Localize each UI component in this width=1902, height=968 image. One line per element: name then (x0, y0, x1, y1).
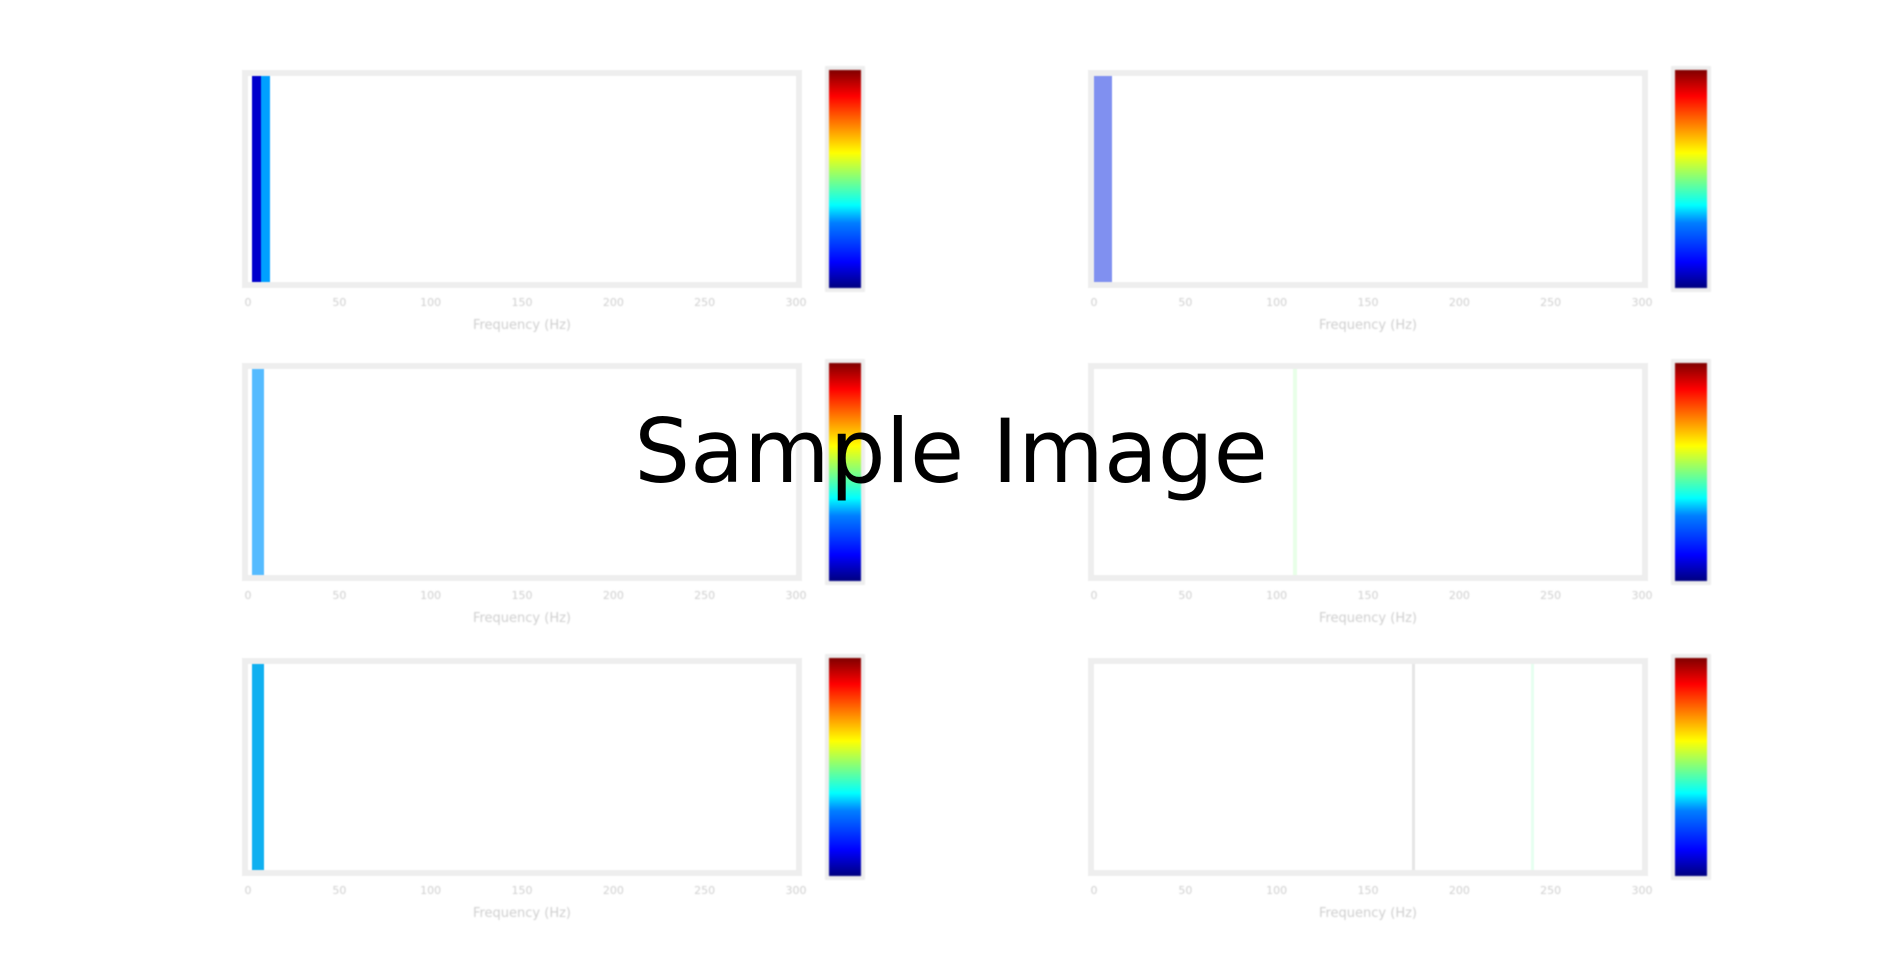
spectral-band (1411, 664, 1416, 870)
x-tick-label: 300 (1631, 296, 1653, 309)
x-axis-label: Frequency (Hz) (472, 906, 572, 921)
colorbar-gradient (1675, 658, 1707, 876)
x-tick-label: 300 (785, 884, 807, 897)
x-tick-labels: 0 50 100 150 200 250 300 (1088, 296, 1653, 318)
colorbar-gradient (829, 658, 861, 876)
spectral-band (251, 76, 261, 282)
spectral-band (1094, 76, 1113, 282)
plot-area (1088, 658, 1648, 876)
x-axis-label: Frequency (Hz) (472, 318, 572, 333)
x-tick-label: 50 (1178, 589, 1193, 602)
x-tick-label: 200 (1448, 884, 1470, 897)
colorbar (825, 654, 865, 880)
x-tick-label: 200 (602, 296, 624, 309)
spectral-band (260, 76, 270, 282)
subplot-3: 0 50 100 150 200 250 300 Frequency (Hz) (242, 359, 865, 626)
subplot-5: 0 50 100 150 200 250 300 Frequency (Hz) (242, 654, 865, 921)
x-tick-label: 300 (785, 296, 807, 309)
colorbar (1671, 66, 1711, 292)
x-tick-label: 0 (244, 884, 252, 897)
x-tick-labels: 0 50 100 150 200 250 300 (242, 884, 807, 906)
x-tick-label: 50 (1178, 884, 1193, 897)
plot-area (1088, 363, 1648, 581)
plot-area (242, 70, 802, 288)
x-axis-label: Frequency (Hz) (1318, 611, 1418, 626)
x-tick-label: 100 (1266, 589, 1288, 602)
x-tick-label: 250 (694, 296, 716, 309)
x-tick-label: 150 (1357, 296, 1379, 309)
x-axis-label: Frequency (Hz) (472, 611, 572, 626)
x-tick-label: 0 (1090, 884, 1098, 897)
watermark-text: Sample Image (634, 400, 1268, 503)
x-tick-label: 150 (1357, 589, 1379, 602)
x-tick-label: 150 (511, 296, 533, 309)
x-tick-label: 0 (244, 296, 252, 309)
spectral-band (1530, 664, 1535, 870)
x-tick-labels: 0 50 100 150 200 250 300 (242, 589, 807, 611)
x-tick-label: 0 (1090, 589, 1098, 602)
x-tick-label: 250 (694, 589, 716, 602)
x-tick-label: 100 (420, 589, 442, 602)
x-tick-label: 200 (602, 589, 624, 602)
colorbar (1671, 359, 1711, 585)
x-tick-label: 250 (1540, 589, 1562, 602)
colorbar (825, 359, 865, 585)
x-tick-label: 100 (420, 296, 442, 309)
x-tick-label: 200 (1448, 589, 1470, 602)
spectral-band (251, 664, 265, 870)
x-tick-label: 250 (1540, 884, 1562, 897)
x-tick-labels: 0 50 100 150 200 250 300 (1088, 589, 1653, 611)
x-tick-label: 200 (602, 884, 624, 897)
subplot-4: 0 50 100 150 200 250 300 Frequency (Hz) (1088, 359, 1711, 626)
colorbar (1671, 654, 1711, 880)
x-tick-label: 150 (1357, 884, 1379, 897)
x-tick-label: 100 (1266, 296, 1288, 309)
x-tick-label: 0 (1090, 296, 1098, 309)
colorbar-gradient (829, 70, 861, 288)
subplot-1: 0 50 100 150 200 250 300 Frequency (Hz) (242, 66, 865, 333)
plot-area (242, 658, 802, 876)
x-tick-label: 200 (1448, 296, 1470, 309)
x-tick-label: 150 (511, 884, 533, 897)
x-tick-label: 150 (511, 589, 533, 602)
colorbar (825, 66, 865, 292)
colorbar-gradient (1675, 70, 1707, 288)
spectral-band (251, 369, 265, 575)
x-tick-label: 100 (420, 884, 442, 897)
x-tick-label: 250 (694, 884, 716, 897)
x-tick-labels: 0 50 100 150 200 250 300 (242, 296, 807, 318)
x-tick-labels: 0 50 100 150 200 250 300 (1088, 884, 1653, 906)
x-tick-label: 50 (1178, 296, 1193, 309)
x-tick-label: 50 (332, 296, 347, 309)
x-tick-label: 100 (1266, 884, 1288, 897)
x-tick-label: 50 (332, 884, 347, 897)
subplot-2: 0 50 100 150 200 250 300 Frequency (Hz) (1088, 66, 1711, 333)
subplot-6: 0 50 100 150 200 250 300 Frequency (Hz) (1088, 654, 1711, 921)
colorbar-gradient (1675, 363, 1707, 581)
x-tick-label: 50 (332, 589, 347, 602)
x-tick-label: 0 (244, 589, 252, 602)
plot-area (1088, 70, 1648, 288)
spectral-band (1293, 369, 1297, 575)
x-tick-label: 300 (785, 589, 807, 602)
x-tick-label: 250 (1540, 296, 1562, 309)
plot-area (242, 363, 802, 581)
x-axis-label: Frequency (Hz) (1318, 318, 1418, 333)
colorbar-gradient (829, 363, 861, 581)
x-tick-label: 300 (1631, 589, 1653, 602)
x-axis-label: Frequency (Hz) (1318, 906, 1418, 921)
x-tick-label: 300 (1631, 884, 1653, 897)
